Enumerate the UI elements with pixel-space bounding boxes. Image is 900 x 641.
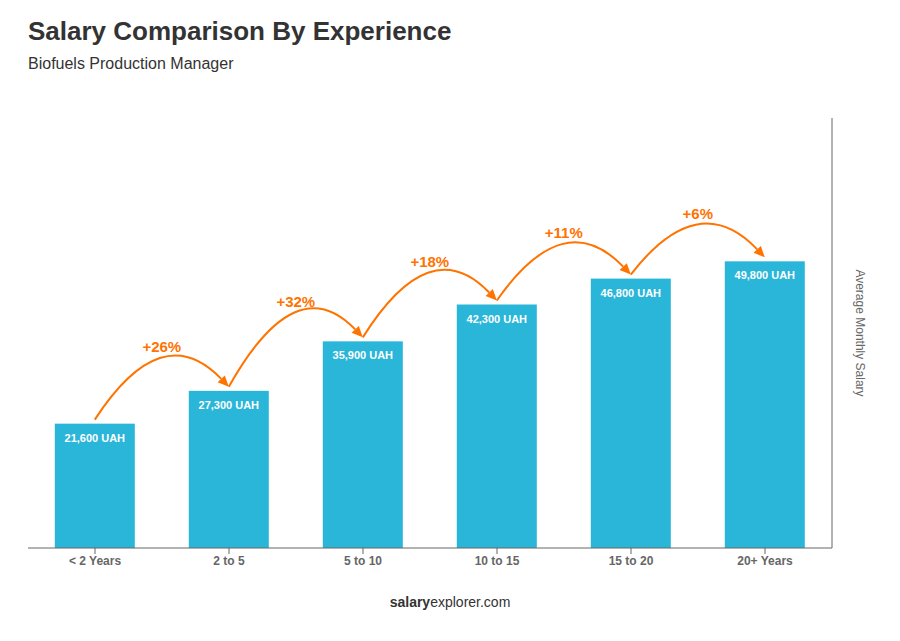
svg-text:27,300 UAH: 27,300 UAH bbox=[199, 399, 260, 411]
svg-text:+26%: +26% bbox=[142, 338, 181, 355]
svg-text:10 to 15: 10 to 15 bbox=[475, 554, 520, 568]
svg-text:35,900 UAH: 35,900 UAH bbox=[333, 349, 394, 361]
svg-text:20+ Years: 20+ Years bbox=[737, 554, 793, 568]
svg-text:< 2 Years: < 2 Years bbox=[69, 554, 121, 568]
svg-text:42,300 UAH: 42,300 UAH bbox=[467, 313, 528, 325]
svg-text:2 to 5: 2 to 5 bbox=[213, 554, 245, 568]
svg-text:49,800 UAH: 49,800 UAH bbox=[735, 269, 796, 281]
svg-text:46,800 UAH: 46,800 UAH bbox=[601, 287, 662, 299]
html-text:Biofuels Production Manager: Biofuels Production Manager bbox=[28, 55, 234, 72]
svg-text:21,600 UAH: 21,600 UAH bbox=[65, 432, 126, 444]
svg-text:5 to 10: 5 to 10 bbox=[344, 554, 382, 568]
html-text:Salary Comparison By Experienc: Salary Comparison By Experience bbox=[28, 16, 452, 46]
svg-text:+11%: +11% bbox=[545, 224, 583, 241]
svg-text:+32%: +32% bbox=[276, 293, 315, 310]
html-text:salary explorer.com: salary explorer.com bbox=[389, 594, 511, 610]
svg-text:15 to 20: 15 to 20 bbox=[609, 554, 654, 568]
svg-text:Average Monthly Salary: Average Monthly Salary bbox=[853, 269, 867, 396]
svg-text:+18%: +18% bbox=[410, 253, 449, 270]
svg-text:+6%: +6% bbox=[683, 205, 713, 222]
